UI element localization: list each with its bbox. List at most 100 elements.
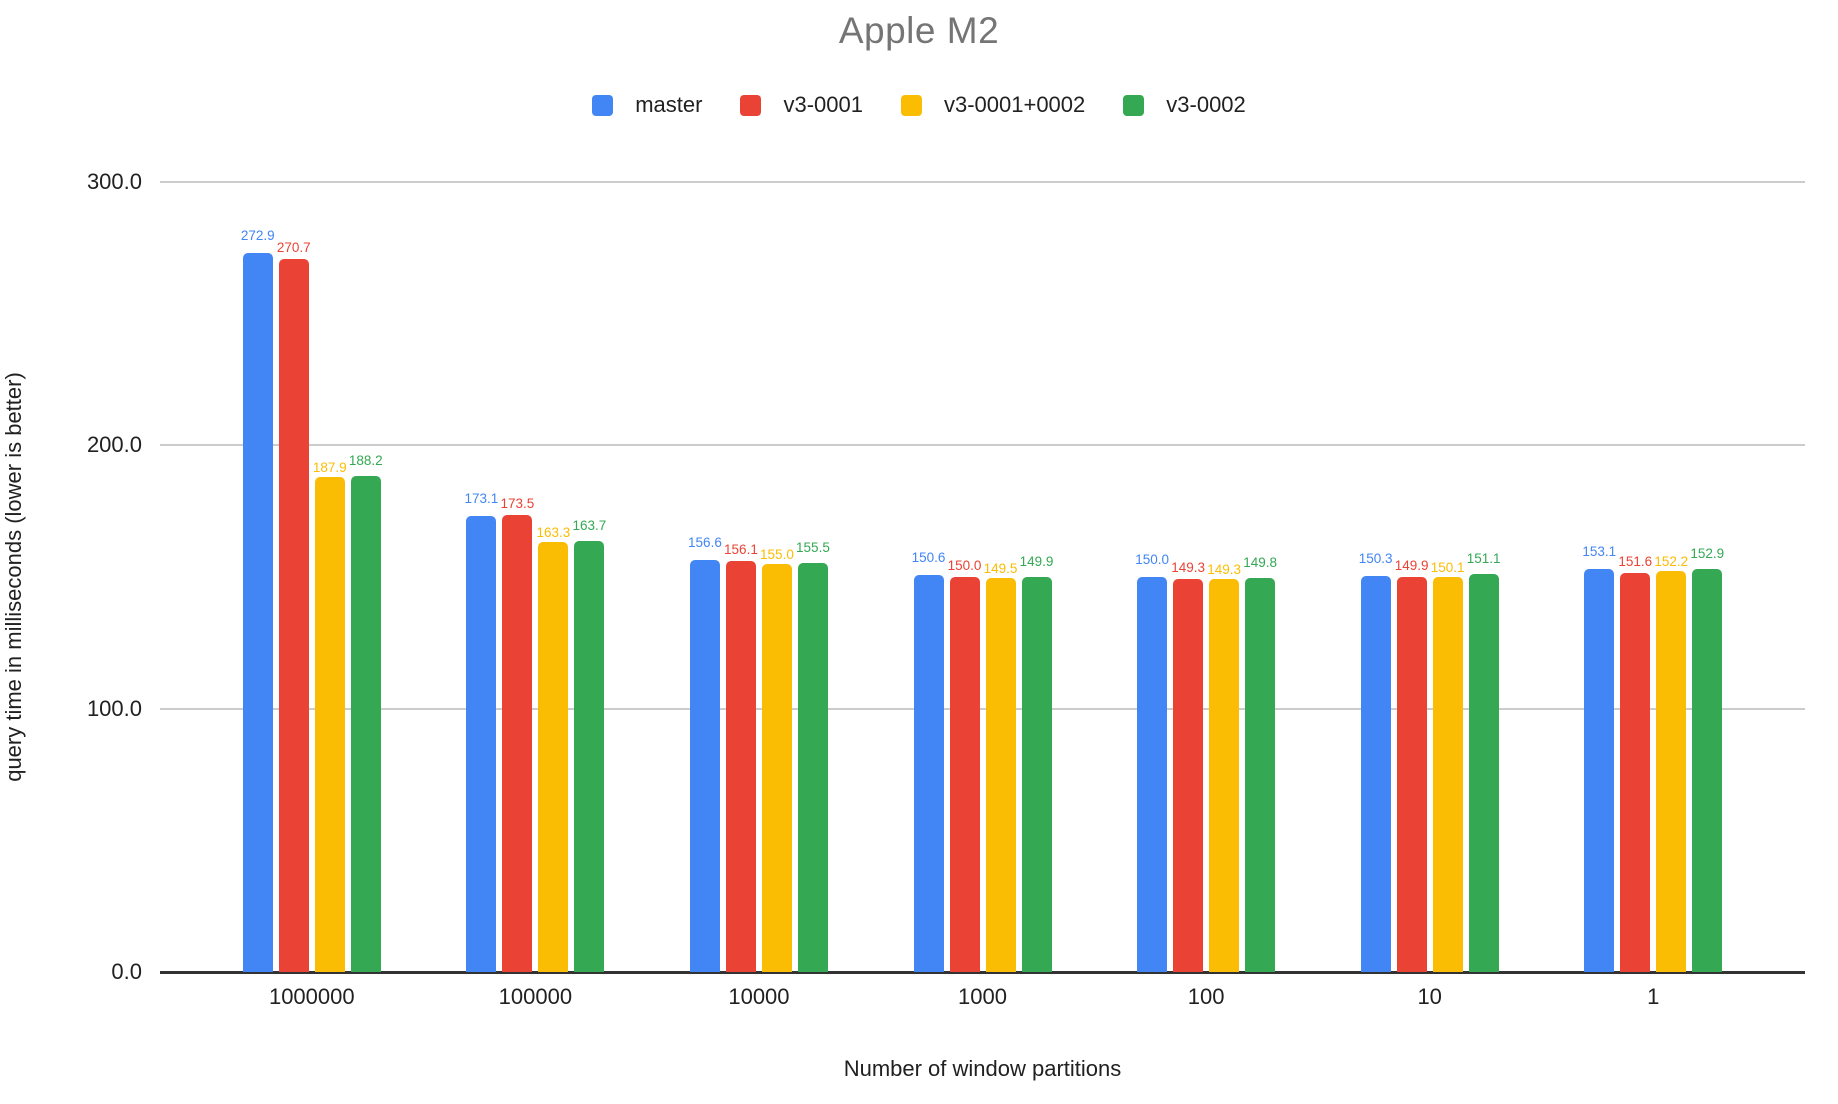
bar-value-label: 153.1 <box>1582 543 1617 559</box>
bar-v3-0002-10000[interactable]: 155.5 <box>796 540 830 972</box>
x-category-label-10000: 10000 <box>728 984 790 1009</box>
bar-master-100000[interactable]: 173.1 <box>464 491 498 972</box>
bar-value-label: 163.3 <box>536 525 571 540</box>
bar-groups: 272.9 270.7 187.9 188.2 173.1 173.5 163.3 163.7… <box>200 182 1765 972</box>
legend-swatch-icon <box>592 94 614 116</box>
x-category-label-1: 1 <box>1647 984 1660 1009</box>
bar-v3-0001-10[interactable]: 149.9 <box>1395 558 1429 972</box>
bar-group-1: 153.1 151.6 152.2 152.9 <box>1541 182 1765 972</box>
bar-fill <box>350 476 381 972</box>
bar-value-label: 149.9 <box>1019 554 1054 570</box>
legend-label: v3-0002 <box>1166 92 1246 117</box>
bar-value-label: 173.5 <box>500 496 535 512</box>
bar-value-label: 149.8 <box>1243 554 1277 570</box>
bar-fill <box>689 559 720 972</box>
gridline-300 <box>160 181 1805 183</box>
bar-v3-0002-10[interactable]: 151.1 <box>1467 551 1501 972</box>
bar-fill <box>1173 578 1204 972</box>
bar-fill <box>1656 571 1687 972</box>
bar-v3-0001-1[interactable]: 151.6 <box>1618 554 1652 972</box>
bar-value-label: 155.5 <box>796 539 830 555</box>
bar-v3-0001-100[interactable]: 149.3 <box>1171 560 1205 972</box>
bar-master-10[interactable]: 150.3 <box>1359 551 1393 972</box>
bar-v3-0001-100000[interactable]: 173.5 <box>500 496 534 972</box>
bar-v3-0002-1000[interactable]: 149.9 <box>1020 554 1053 972</box>
bar-value-label: 150.3 <box>1358 551 1393 567</box>
x-category-label-100000: 100000 <box>498 984 573 1009</box>
bar-value-label: 149.5 <box>983 561 1018 577</box>
bar-v3-0002-1000000[interactable]: 188.2 <box>349 453 383 972</box>
bar-fill <box>1468 574 1499 972</box>
bar-fill <box>949 577 980 972</box>
plot-area <box>160 181 1805 974</box>
gridline-200 <box>160 444 1805 447</box>
x-axis-category-labels: 1000000 100000 10000 1000 100 10 1 <box>200 984 1765 1010</box>
bar-value-label: 149.3 <box>1171 559 1205 575</box>
legend-swatch-icon <box>740 94 762 116</box>
x-category-label-100: 100 <box>1187 984 1225 1009</box>
bar-fill <box>1360 576 1391 972</box>
bar-fill <box>761 563 792 972</box>
bar-value-label: 150.1 <box>1430 559 1465 575</box>
bar-v3-0002-100[interactable]: 149.8 <box>1243 555 1277 972</box>
legend-label: v3-0001 <box>783 92 863 117</box>
bar-value-label: 150.0 <box>1135 552 1169 567</box>
bar-value-label: 151.6 <box>1618 553 1653 569</box>
bar-group-100000: 173.1 173.5 163.3 163.7 <box>424 182 648 972</box>
bar-value-label: 173.1 <box>464 491 499 507</box>
bar-fill <box>574 540 605 972</box>
y-tick-label-100.0: 100.0 <box>86 695 142 721</box>
gridline-100 <box>160 707 1805 710</box>
bar-master-1000[interactable]: 150.6 <box>912 550 945 972</box>
bar-value-label: 152.2 <box>1654 554 1689 570</box>
bar-fill <box>985 578 1016 972</box>
bar-fill <box>502 515 533 972</box>
bar-v3-0001+0002-100[interactable]: 149.3 <box>1207 562 1241 972</box>
legend-item-master[interactable]: master <box>592 92 702 118</box>
bar-value-label: 270.7 <box>276 240 311 256</box>
bar-v3-0001+0002-1[interactable]: 152.2 <box>1654 554 1688 972</box>
bar-master-10000[interactable]: 156.6 <box>688 535 722 972</box>
bar-v3-0001+0002-1000000[interactable]: 187.9 <box>313 460 347 972</box>
y-tick-label-300.0: 300.0 <box>86 169 142 194</box>
bar-fill <box>1620 572 1651 972</box>
bar-v3-0001+0002-10000[interactable]: 155.0 <box>760 547 794 972</box>
bar-v3-0001-1000[interactable]: 150.0 <box>948 558 981 972</box>
bar-fill <box>242 253 273 972</box>
bar-fill <box>1584 568 1615 972</box>
legend-item-v3-0002[interactable]: v3-0002 <box>1123 92 1246 118</box>
legend-item-v3-0001+0002[interactable]: v3-0001+0002 <box>900 92 1086 118</box>
legend-item-v3-0001[interactable]: v3-0001 <box>740 92 863 118</box>
chart-title: Apple M2 <box>838 10 1000 51</box>
bar-group-10000: 156.6 156.1 155.0 155.5 <box>647 182 871 972</box>
bar-value-label: 151.1 <box>1466 551 1501 567</box>
bar-fill <box>725 560 756 972</box>
bar-fill <box>1245 577 1276 972</box>
bar-group-1000: 150.6 150.0 149.5 149.9 <box>871 182 1095 972</box>
bar-fill <box>278 259 309 972</box>
bar-v3-0001-1000000[interactable]: 270.7 <box>277 240 311 972</box>
bar-v3-0001+0002-10[interactable]: 150.1 <box>1431 560 1465 972</box>
bar-master-100[interactable]: 150.0 <box>1135 552 1169 972</box>
x-category-label-1000: 1000 <box>958 984 1007 1009</box>
bar-v3-0002-1[interactable]: 152.9 <box>1690 546 1724 972</box>
bar-master-1000000[interactable]: 272.9 <box>241 228 275 972</box>
bar-v3-0001+0002-1000[interactable]: 149.5 <box>984 561 1017 972</box>
bar-value-label: 188.2 <box>348 453 383 469</box>
bar-fill <box>1432 576 1463 972</box>
bar-group-1000000: 272.9 270.7 187.9 188.2 <box>200 182 424 972</box>
bar-master-1[interactable]: 153.1 <box>1582 544 1616 972</box>
bar-v3-0001+0002-100000[interactable]: 163.3 <box>536 525 570 972</box>
legend-label: v3-0001+0002 <box>943 92 1086 117</box>
bar-fill <box>1209 578 1240 972</box>
x-category-label-10: 10 <box>1417 984 1442 1009</box>
x-category-label-1000000: 1000000 <box>268 984 355 1009</box>
bar-fill <box>797 562 828 972</box>
bar-value-label: 272.9 <box>240 228 275 244</box>
bar-fill <box>1021 577 1052 972</box>
bar-value-label: 150.6 <box>911 550 946 566</box>
bar-value-label: 150.0 <box>947 558 982 573</box>
bar-v3-0002-100000[interactable]: 163.7 <box>572 518 606 972</box>
bar-v3-0001-10000[interactable]: 156.1 <box>724 542 758 972</box>
legend-label: master <box>635 92 703 117</box>
